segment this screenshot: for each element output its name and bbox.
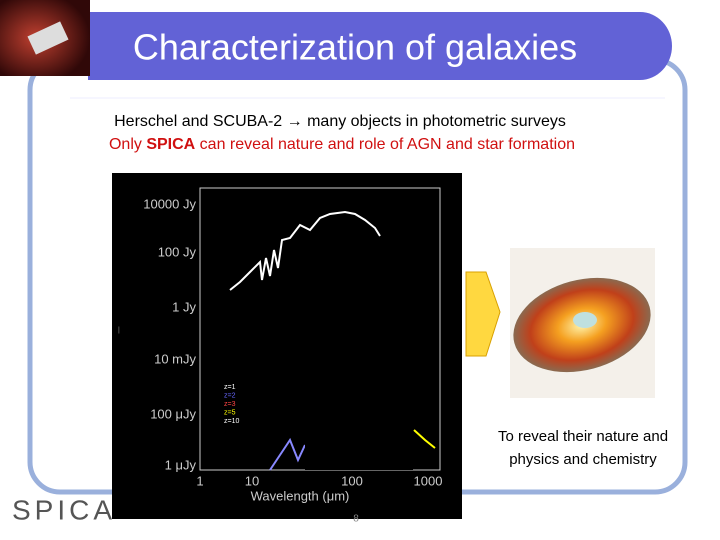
galaxy-core [573,312,597,328]
legend-entry: z=1 [224,384,236,391]
telescope-icon [27,21,69,55]
legend-entry: z=5 [224,409,236,416]
text-run: SPICA [146,136,195,153]
x-labels: 1 10 100 1000 [196,473,442,488]
text-run: can reveal nature and role of AGN and st… [195,136,575,153]
y-label: 10 mJy [154,351,196,366]
caption: To reveal their nature and [498,428,668,445]
legend-entry: z=3 [224,401,236,408]
y-label: 1 μJy [165,457,197,472]
y-labels: 10000 Jy 100 Jy 1 Jy 10 mJy 100 μJy 1 μJy [143,196,196,472]
arrow [465,271,501,357]
x-label: 100 [341,473,363,488]
x-label: 1 [196,473,203,488]
plot-mask [305,381,413,470]
x-axis-label: Wavelength (μm) [251,488,350,503]
sed-curve [229,210,381,291]
legend: z=1z=2 z=3z=5 z=10 [224,384,239,425]
x-label: 10 [245,473,259,488]
caption: physics and chemistry [509,451,657,468]
body-line: Herschel and SCUBA-2 → many objects in p… [114,113,566,130]
page-number: 8 [353,514,359,525]
body-line: Only SPICA can reveal nature and role of… [109,136,575,153]
title-bar [88,12,672,80]
text-run: Only [109,136,146,153]
y-axis-mark: | [118,327,120,334]
legend-entry: z=10 [224,418,239,425]
x-label: 1000 [414,473,443,488]
sed-curve-z [269,437,306,471]
y-label: 100 Jy [158,244,197,259]
y-label: 100 μJy [150,406,196,421]
y-label: 1 Jy [172,299,196,314]
title: Characterization of galaxies [133,27,577,68]
y-label: 10000 Jy [143,196,196,211]
logo: SPICA [12,494,116,525]
legend-entry: z=2 [224,392,236,399]
sed-curve-z [413,429,436,449]
